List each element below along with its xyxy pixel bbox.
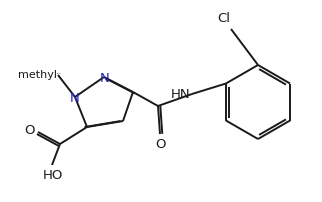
- Text: O: O: [24, 124, 35, 137]
- Text: methyl: methyl: [18, 70, 57, 80]
- Text: N: N: [100, 71, 110, 84]
- Text: Cl: Cl: [217, 12, 231, 24]
- Text: HN: HN: [170, 87, 190, 100]
- Text: methyl: methyl: [57, 72, 62, 74]
- Text: HO: HO: [43, 168, 63, 181]
- Text: O: O: [156, 137, 166, 150]
- Text: N: N: [70, 91, 80, 104]
